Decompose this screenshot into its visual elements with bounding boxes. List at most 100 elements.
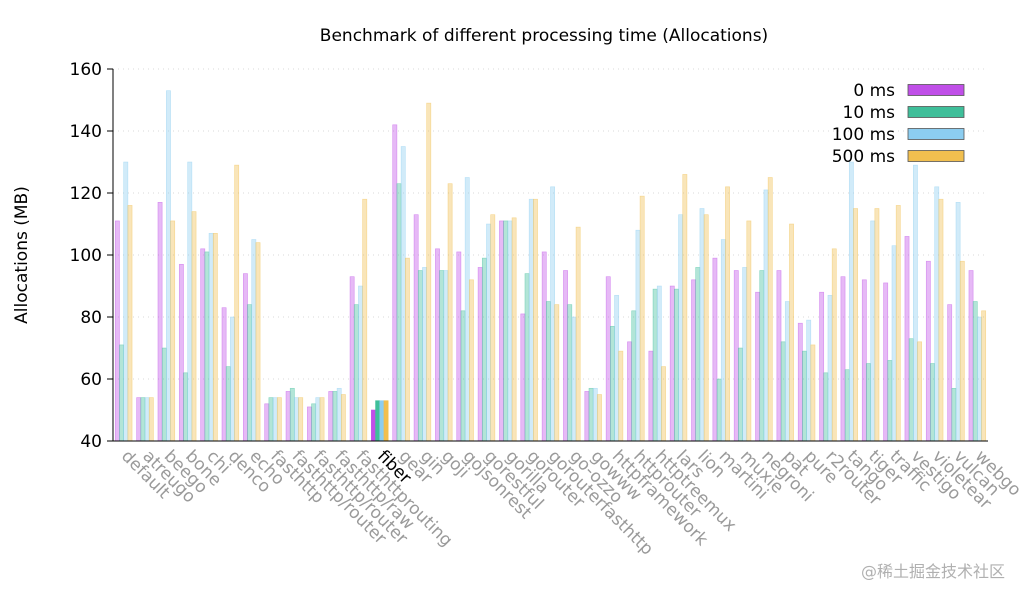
bar-gorouter-2	[528, 198, 534, 442]
bar-echo-1	[247, 304, 253, 442]
watermark-text: @稀土掘金技术社区	[861, 562, 1005, 581]
legend-label: 10 ms	[843, 103, 896, 123]
grid-lines	[113, 68, 988, 380]
bar-fasthttp-router-2	[315, 397, 321, 442]
bar-fasthttp-3	[276, 397, 282, 442]
bar-denco-0	[221, 307, 227, 442]
bar-gear-0	[392, 124, 398, 442]
bar-lion-1	[695, 267, 701, 442]
y-tick-labels: 40 60 80 100 120 140 160	[70, 60, 102, 452]
bar-vestigo-1	[908, 338, 914, 442]
bar-gin-3	[426, 102, 432, 442]
bar-tango-0	[840, 276, 846, 442]
bar-atreugo-3	[148, 397, 154, 442]
bar-httptreemux-0	[648, 350, 654, 442]
bar-fasthttp-router-0	[285, 391, 291, 442]
bar-httprouter-2	[635, 229, 641, 442]
bar-httptreemux-1	[652, 288, 658, 442]
bar-httpframework-3	[618, 350, 624, 442]
bar-negroni-1	[759, 270, 765, 442]
bars	[114, 90, 987, 442]
x-category-labels: defaultatreugobeegobonechidencoechofasth…	[117, 446, 1024, 559]
bar-fasthttp-raw-2	[336, 387, 342, 442]
bar-fasthttp-1	[268, 397, 274, 442]
bar-gorouter-0	[520, 313, 526, 442]
bar-r2router-3	[831, 248, 837, 442]
bar-bone-1	[183, 372, 188, 442]
bar-fiber-2	[379, 400, 385, 442]
bar-echo-2	[251, 239, 257, 442]
bar-fasthttprouting-1	[353, 304, 359, 442]
y-tick-label: 160	[70, 60, 102, 80]
y-tick-label: 40	[80, 432, 102, 452]
bar-gear-3	[405, 257, 410, 442]
bar-pat-0	[776, 270, 782, 442]
bar-muxie-3	[746, 220, 752, 442]
bar-goji-3	[447, 183, 453, 442]
bar-lion-3	[703, 214, 709, 442]
bar-fasthttp-raw-1	[332, 391, 338, 442]
bar-lars-2	[678, 214, 684, 442]
bar-traffic-1	[887, 360, 893, 442]
legend-label: 100 ms	[832, 125, 895, 145]
legend-label: 0 ms	[853, 81, 895, 101]
bar-beego-0	[157, 202, 163, 442]
bar-gin-0	[413, 214, 419, 442]
bar-go-ozzo-3	[575, 226, 581, 442]
bar-gear-1	[396, 183, 402, 442]
bar-gin-1	[417, 270, 423, 442]
bar-pure-2	[806, 319, 812, 442]
bar-negroni-2	[763, 189, 769, 442]
bar-default-2	[123, 161, 129, 442]
bar-fasthttprouting-3	[362, 198, 368, 442]
bar-fasthttp-raw-0	[328, 391, 334, 442]
bar-echo-0	[243, 273, 248, 442]
bar-default-3	[127, 205, 133, 442]
legend-swatch	[907, 128, 965, 140]
bar-pat-2	[784, 301, 790, 442]
bar-beego-2	[166, 90, 171, 442]
bar-gorouterfasthttp-2	[550, 186, 555, 442]
bar-webgo-1	[972, 301, 978, 442]
bar-httptreemux-3	[661, 366, 666, 442]
bar-echo-3	[255, 242, 261, 442]
bar-r2router-2	[827, 294, 833, 442]
bar-gorouterfasthttp-3	[554, 304, 560, 442]
bar-martini-3	[725, 186, 730, 442]
axes	[107, 68, 988, 442]
bar-go-ozzo-2	[571, 316, 577, 442]
bar-vestigo-3	[917, 341, 923, 442]
bar-gorestful-0	[477, 267, 483, 442]
bar-vulcan-1	[951, 387, 957, 442]
bar-chi-0	[200, 248, 206, 442]
bar-fasthttp-router-2	[294, 397, 299, 442]
bar-go-ozzo-0	[563, 270, 568, 442]
bar-chi-1	[204, 251, 210, 442]
bar-lars-0	[669, 285, 675, 442]
bar-vestigo-2	[913, 164, 918, 442]
bar-gin-2	[422, 267, 427, 442]
bar-default-0	[114, 220, 120, 442]
bar-pat-1	[780, 341, 786, 442]
bar-gear-2	[400, 146, 406, 442]
y-tick-label: 80	[80, 308, 102, 328]
bar-bone-0	[178, 263, 184, 442]
bar-violetear-3	[938, 198, 944, 442]
bar-pure-0	[797, 322, 803, 442]
bar-lion-0	[691, 279, 696, 442]
bar-gorilla-3	[511, 217, 517, 442]
bar-fasthttp-router-0	[307, 406, 312, 442]
bar-webgo-2	[977, 316, 982, 442]
bar-tiger-1	[866, 363, 871, 442]
bar-tango-2	[848, 161, 854, 442]
bar-gorilla-2	[507, 220, 513, 442]
bar-gorouter-3	[533, 198, 538, 442]
y-axis-title: Allocations (MB)	[12, 186, 32, 324]
bar-fasthttp-router-1	[311, 403, 317, 442]
bar-pat-3	[789, 223, 794, 442]
bar-atreugo-0	[136, 397, 142, 442]
bar-negroni-0	[755, 291, 761, 442]
bar-fasthttp-2	[272, 397, 278, 442]
